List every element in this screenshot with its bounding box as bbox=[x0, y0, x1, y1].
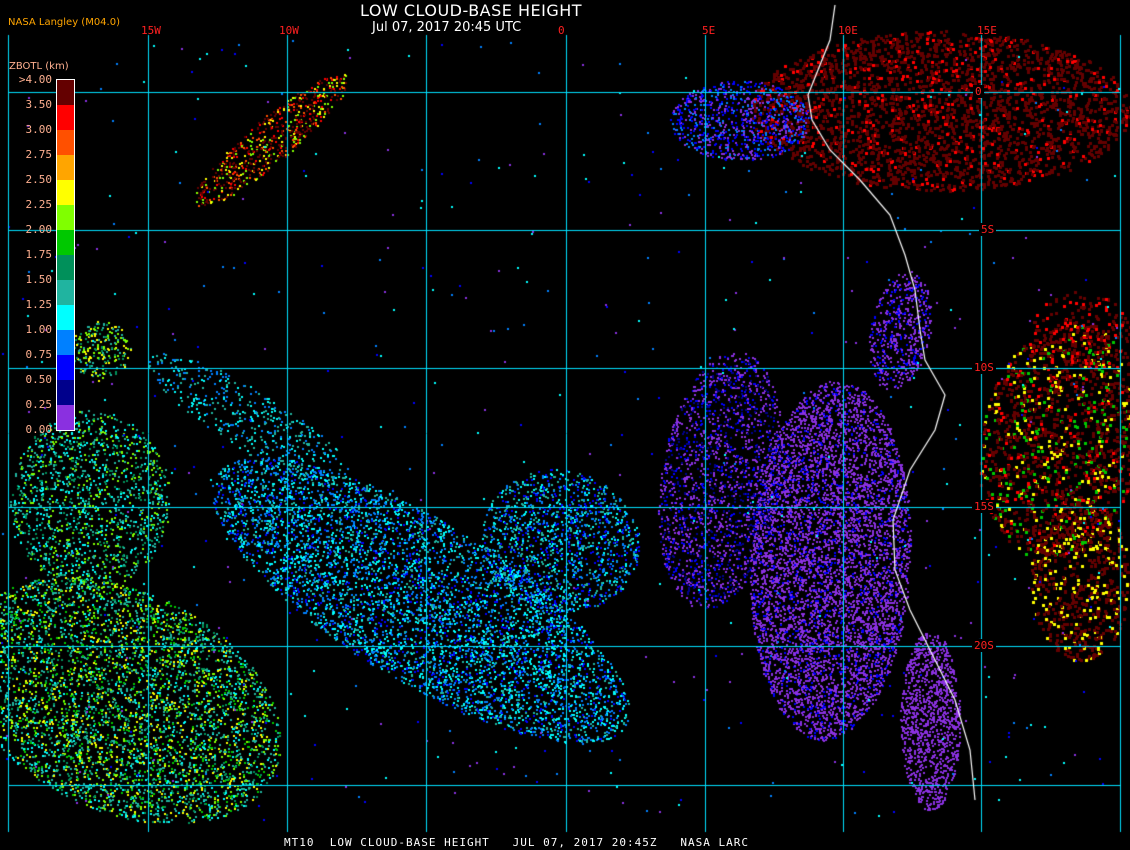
lat-label: 0 bbox=[973, 85, 984, 98]
lon-label: 15E bbox=[977, 24, 997, 37]
legend-swatch bbox=[57, 105, 74, 130]
legend-swatch bbox=[57, 305, 74, 330]
legend-swatch bbox=[57, 255, 74, 280]
legend-label: 0.50 bbox=[25, 373, 53, 386]
legend-swatch bbox=[57, 355, 74, 380]
legend-label: 0.00 bbox=[25, 423, 53, 436]
color-legend-bar bbox=[56, 79, 75, 431]
legend-label: 2.00 bbox=[25, 223, 53, 236]
legend-swatch bbox=[57, 130, 74, 155]
legend-swatch bbox=[57, 155, 74, 180]
legend-swatch bbox=[57, 280, 74, 305]
lon-label: 5E bbox=[702, 24, 716, 37]
legend-label: 0.75 bbox=[25, 348, 53, 361]
legend-label: 2.75 bbox=[25, 148, 53, 161]
map-timestamp: Jul 07, 2017 20:45 UTC bbox=[372, 20, 522, 35]
legend-label: 3.50 bbox=[25, 98, 53, 111]
lon-label: 15W bbox=[141, 24, 161, 37]
lat-label: 20S bbox=[972, 639, 996, 652]
legend-label: >4.00 bbox=[18, 73, 52, 86]
legend-label: 1.25 bbox=[25, 298, 53, 311]
lon-label: 0 bbox=[558, 24, 565, 37]
legend-swatch bbox=[57, 405, 74, 430]
lat-label: 10S bbox=[972, 361, 996, 374]
footer-caption: MT10 LOW CLOUD-BASE HEIGHT JUL 07, 2017 … bbox=[284, 836, 749, 849]
legend-label: 1.75 bbox=[25, 248, 53, 261]
lon-label: 10W bbox=[279, 24, 299, 37]
brand-label: NASA Langley (M04.0) bbox=[8, 17, 120, 28]
legend-swatch bbox=[57, 80, 74, 105]
legend-label: 2.50 bbox=[25, 173, 53, 186]
legend-label: 1.00 bbox=[25, 323, 53, 336]
map-title: LOW CLOUD-BASE HEIGHT bbox=[360, 1, 583, 20]
legend-label: 1.50 bbox=[25, 273, 53, 286]
legend-swatch bbox=[57, 205, 74, 230]
legend-swatch bbox=[57, 180, 74, 205]
lat-label: 5S bbox=[979, 223, 997, 236]
legend-title: ZBOTL (km) bbox=[9, 61, 69, 72]
legend-swatch bbox=[57, 380, 74, 405]
lat-label: 15S bbox=[972, 500, 996, 513]
legend-label: 3.00 bbox=[25, 123, 53, 136]
legend-label: 2.25 bbox=[25, 198, 53, 211]
lon-label: 10E bbox=[838, 24, 858, 37]
legend-swatch bbox=[57, 230, 74, 255]
legend-swatch bbox=[57, 330, 74, 355]
legend-label: 0.25 bbox=[25, 398, 53, 411]
